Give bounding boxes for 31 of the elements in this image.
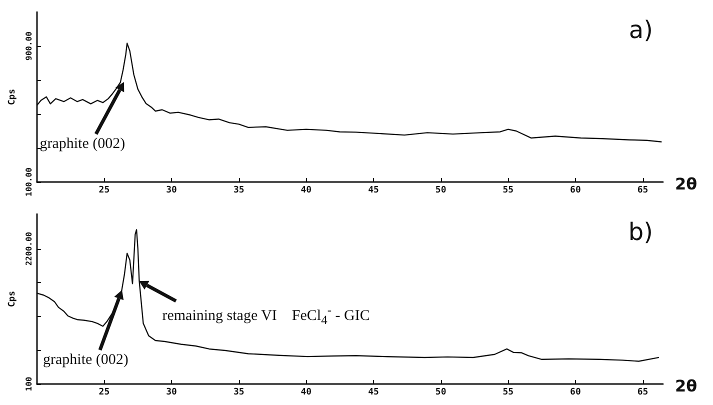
annotation: graphite (002) [40,136,126,154]
y-axis-title: Cps [8,290,18,308]
x-axis-title: 2θ [675,376,698,396]
annotation: graphite (002) [43,352,128,370]
x-tick-label: 45 [368,186,379,196]
x-tick-label: 60 [570,186,581,196]
x-tick-label: 35 [233,388,244,398]
y-tick-label: 900.00 [24,31,34,60]
y-tick-label: 100.00 [24,167,34,196]
x-tick-label: 50 [435,186,446,196]
x-tick-label: 45 [368,388,379,398]
x-axis-title: 2θ [675,174,698,194]
y-axis-title: Cps [8,88,18,106]
annotation: b) [628,218,654,246]
annotation: a) [628,16,654,44]
y-tick-label: 100 [24,376,34,392]
x-tick-label: 55 [502,186,514,196]
x-tick-label: 25 [98,388,110,398]
x-tick-label: 40 [300,388,312,398]
x-tick-label: 65 [637,388,648,398]
x-tick-label: 35 [233,186,244,196]
x-tick-label: 30 [166,388,177,398]
x-tick-label: 50 [435,388,446,398]
x-tick-label: 60 [570,388,581,398]
x-tick-label: 40 [300,186,312,196]
annotation: remaining stage VI FeCl$_{4}$$^{-}$ - GIC [162,302,370,328]
y-tick-label: 2200.00 [24,232,34,266]
x-tick-label: 55 [502,388,514,398]
x-tick-label: 30 [166,186,177,196]
x-tick-label: 25 [98,186,110,196]
x-tick-label: 65 [637,186,648,196]
